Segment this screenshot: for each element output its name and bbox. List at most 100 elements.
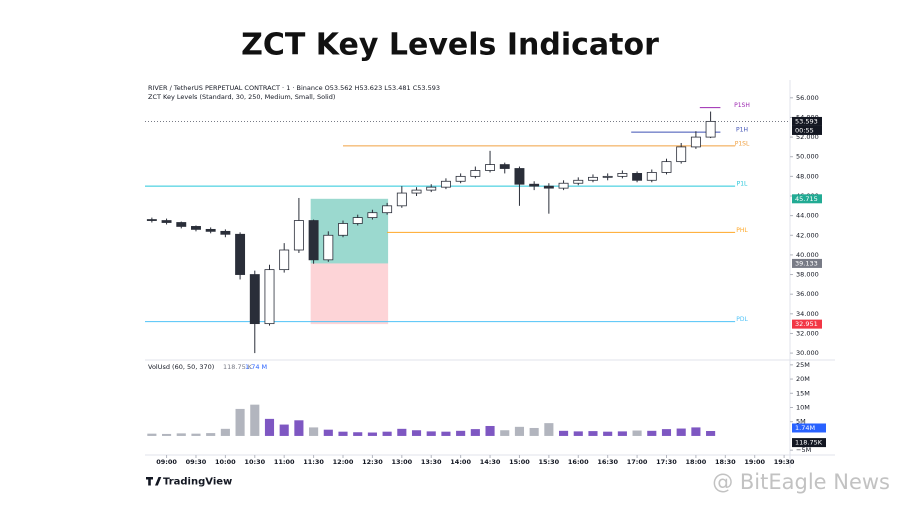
- candle-body: [646, 172, 657, 181]
- x-tick-label: 14:30: [480, 458, 501, 466]
- key-level-label: PHL: [736, 227, 748, 234]
- volume-bar: [529, 427, 539, 436]
- volume-bar: [367, 432, 377, 436]
- volume-bar: [264, 418, 275, 436]
- volume-bar: [353, 432, 363, 436]
- volume-bar: [279, 424, 289, 436]
- key-level-label: P1SL: [735, 140, 750, 147]
- candle-body: [617, 173, 628, 177]
- y-tick-label: 32.000: [796, 329, 819, 337]
- candle-body: [588, 176, 598, 181]
- y-tick-label: 50.000: [796, 153, 819, 161]
- candle-body: [705, 120, 716, 138]
- candle-body: [470, 170, 481, 177]
- candle-body: [543, 185, 554, 189]
- candle-body: [323, 234, 334, 261]
- y-tick-label: 56.000: [796, 94, 819, 102]
- price-label: 39.133: [795, 259, 818, 267]
- candle-body: [338, 223, 348, 236]
- candle-body: [411, 189, 422, 194]
- y-tick-label: 40.000: [796, 251, 819, 259]
- brand-name: TradingView: [163, 477, 232, 488]
- candle-body: [249, 274, 260, 325]
- volume-bar: [706, 430, 716, 436]
- page-title: ZCT Key Levels Indicator: [241, 28, 659, 63]
- candle-body: [293, 220, 304, 251]
- volume-bar: [162, 433, 172, 436]
- y-tick-label: 48.000: [796, 172, 819, 180]
- price-label-box: [792, 116, 822, 126]
- candle-body: [191, 226, 201, 230]
- price-label: 53.593: [795, 117, 818, 125]
- volume-bar: [573, 431, 583, 436]
- key-level-label: P1SH: [734, 102, 750, 109]
- candle-body: [455, 175, 466, 182]
- y-tick-label: 30.000: [796, 349, 819, 357]
- x-tick-label: 10:00: [215, 458, 236, 466]
- take-profit-zone: [310, 198, 389, 264]
- x-tick-label: 15:30: [539, 458, 560, 466]
- candle-body: [279, 249, 290, 271]
- price-label-box: [792, 258, 822, 268]
- tradingview-logo: TradingView: [146, 477, 232, 488]
- volume-label: 118.75K: [795, 439, 823, 447]
- x-tick-label: 18:00: [686, 458, 707, 466]
- volume-bar: [397, 428, 407, 436]
- volume-bar: [661, 429, 672, 436]
- volume-bar: [250, 404, 260, 436]
- price-label: 45.715: [795, 195, 818, 203]
- volume-bar: [323, 429, 333, 436]
- price-label-box: [792, 194, 822, 204]
- candle-body: [485, 164, 496, 171]
- candle-body: [514, 168, 525, 185]
- candle-body: [426, 186, 437, 191]
- x-tick-label: 18:30: [715, 458, 736, 466]
- volume-y-tick-label: 25M: [796, 361, 810, 369]
- volume-bar: [603, 431, 613, 436]
- volume-bar: [485, 425, 495, 436]
- volume-bar: [559, 430, 569, 436]
- volume-bar: [676, 428, 686, 436]
- volume-bar: [691, 427, 701, 436]
- y-tick-label: 34.000: [796, 310, 819, 318]
- x-tick-label: 19:30: [774, 458, 795, 466]
- candle-body: [529, 183, 540, 187]
- volume-bar: [309, 427, 319, 436]
- candle-body: [264, 269, 275, 325]
- candle-body: [602, 175, 613, 178]
- x-tick-label: 13:00: [391, 458, 412, 466]
- volume-bar: [544, 423, 554, 436]
- candle-body: [661, 161, 672, 173]
- volume-bar: [176, 433, 186, 436]
- countdown: 00:55: [795, 126, 814, 134]
- volume-bar: [382, 431, 392, 436]
- volume-label-box: [792, 423, 826, 433]
- price-label: 32.951: [795, 320, 818, 328]
- volume-title: VolUsd (60, 50, 370): [148, 363, 214, 371]
- x-tick-label: 16:00: [568, 458, 589, 466]
- x-tick-label: 11:30: [303, 458, 324, 466]
- x-tick-label: 16:30: [597, 458, 618, 466]
- candle-body: [235, 233, 246, 275]
- volume-bar: [632, 430, 642, 436]
- candle-body: [499, 164, 510, 169]
- volume-bar: [426, 431, 436, 436]
- volume-y-tick-label: 15M: [796, 389, 810, 397]
- candle-body: [558, 182, 569, 189]
- key-level-label: P1H: [736, 127, 748, 134]
- x-tick-label: 15:00: [509, 458, 530, 466]
- volume-label: 1.74M: [795, 424, 815, 432]
- volume-legend-value: 118.75 K: [223, 363, 253, 371]
- candle-body: [176, 222, 187, 227]
- volume-legend-value: 1.74 M: [245, 363, 267, 371]
- volume-bar: [294, 420, 304, 436]
- volume-bar: [617, 431, 627, 436]
- x-tick-label: 12:30: [362, 458, 383, 466]
- volume-bar: [191, 433, 201, 436]
- volume-bar: [470, 429, 480, 436]
- x-tick-label: 12:00: [333, 458, 354, 466]
- countdown-box: [792, 125, 822, 135]
- volume-bar: [500, 430, 510, 436]
